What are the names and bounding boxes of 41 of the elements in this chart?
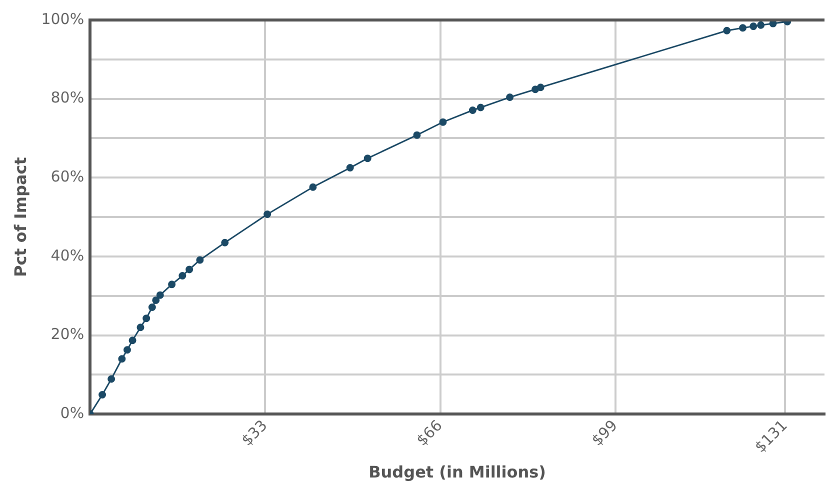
point [118, 355, 126, 363]
point [750, 22, 758, 30]
point [364, 154, 372, 162]
point [468, 106, 476, 114]
point [178, 272, 186, 280]
point [309, 183, 317, 191]
point [439, 118, 447, 126]
point [506, 93, 514, 101]
y-tick-label: 40% [50, 246, 84, 264]
point [98, 391, 106, 399]
point [108, 375, 116, 383]
point [536, 84, 544, 92]
point [723, 26, 731, 34]
y-tick-label: 0% [60, 404, 84, 422]
point [757, 21, 765, 29]
point [264, 210, 272, 218]
point [123, 346, 131, 354]
point [136, 324, 144, 332]
point [346, 164, 354, 172]
point [739, 24, 747, 32]
y-tick-label: 20% [50, 325, 84, 344]
point [156, 291, 164, 299]
point [168, 280, 176, 288]
point [476, 104, 484, 112]
y-axis-title: Pct of Impact [10, 156, 30, 278]
point [142, 314, 150, 322]
y-tick-label: 100% [41, 10, 84, 28]
point [413, 131, 421, 139]
x-tick-label: $33 [238, 416, 271, 450]
point [532, 86, 540, 94]
point [196, 256, 204, 264]
y-tick-label: 60% [50, 168, 84, 186]
point [221, 238, 229, 246]
point [152, 296, 160, 304]
y-tick-label: 80% [50, 88, 84, 107]
point [186, 266, 194, 274]
x-axis-title: Budget (in Millions) [368, 462, 546, 482]
x-tick-label: $99 [588, 416, 622, 450]
point [148, 304, 156, 312]
point [128, 336, 136, 344]
x-tick-label: $66 [412, 416, 446, 450]
